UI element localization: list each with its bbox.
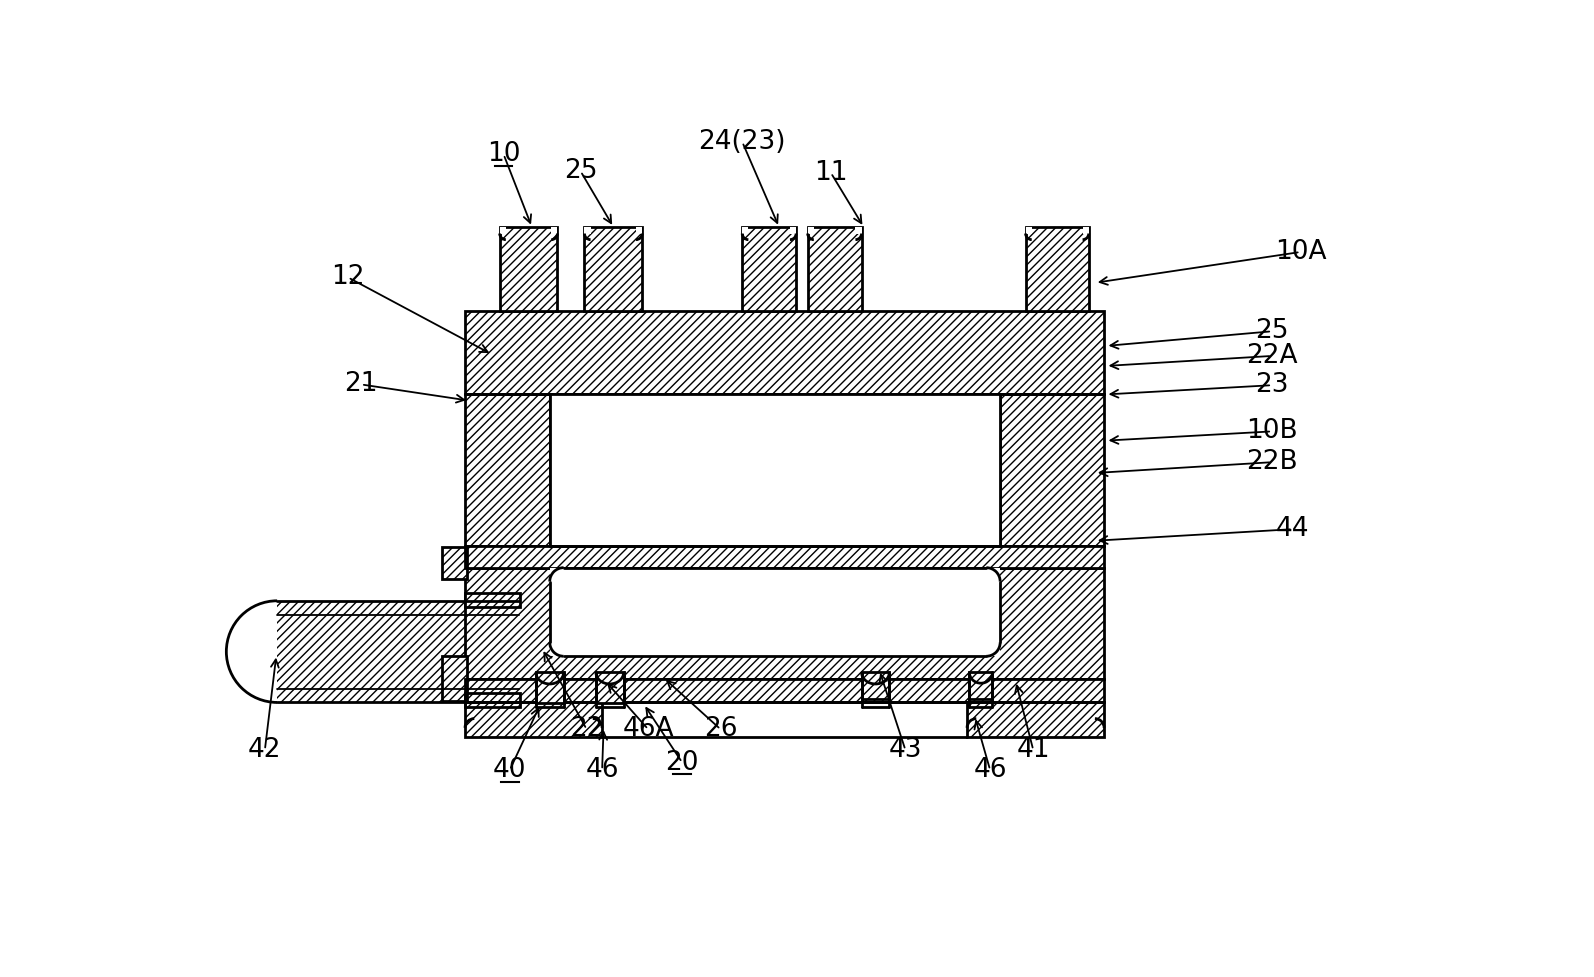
Bar [465,679,1105,702]
Bar [969,672,993,700]
Bar [465,702,603,737]
Text: 20: 20 [665,749,698,776]
Bar [603,702,968,737]
Bar [465,546,1105,568]
Text: 23: 23 [1254,372,1288,399]
Bar [808,228,815,234]
Text: 25: 25 [564,158,598,184]
Bar [999,394,1105,546]
Bar [999,394,1105,546]
Text: 24(23): 24(23) [698,129,786,155]
Bar [808,228,862,311]
Bar [791,228,795,234]
Bar [465,311,1105,394]
Text: 10B: 10B [1247,418,1298,445]
Text: 10A: 10A [1275,239,1326,265]
Bar [465,694,521,707]
Bar [550,568,999,657]
Bar [536,672,564,703]
Text: 10: 10 [486,142,520,167]
Bar [465,694,521,707]
Bar [585,228,642,311]
Bar [1025,228,1089,311]
Bar [442,547,467,579]
Bar [465,593,521,607]
Bar [1025,228,1089,311]
Bar [465,568,1105,679]
Bar [499,228,505,234]
Text: 46: 46 [585,757,618,784]
Text: 22A: 22A [1247,343,1298,369]
Bar [862,672,889,700]
Text: 25: 25 [1254,319,1288,344]
Text: 26: 26 [705,716,738,743]
Text: 46: 46 [974,757,1007,784]
Bar [552,228,558,234]
Bar [596,672,623,703]
Bar [465,394,550,546]
Bar [743,228,795,311]
Text: 22B: 22B [1247,449,1298,475]
Bar [442,547,467,579]
Text: 42: 42 [249,738,282,763]
Text: 40: 40 [493,757,526,784]
Bar [969,672,993,700]
Bar [536,672,564,703]
Bar [465,702,603,737]
Bar [499,228,558,311]
Bar [442,657,467,701]
Text: 46A: 46A [623,716,674,743]
Text: 44: 44 [1277,516,1310,542]
Bar [808,228,862,311]
Bar [743,228,795,311]
Text: 43: 43 [889,738,923,763]
Text: 22: 22 [571,716,604,743]
Bar [499,228,558,311]
Text: 41: 41 [1017,738,1050,763]
Bar [743,228,749,234]
Bar [856,228,862,234]
Bar [465,568,1105,679]
Bar [968,702,1105,737]
Bar [277,601,520,702]
Bar [550,394,999,546]
Text: 11: 11 [815,159,848,186]
Bar [1025,228,1031,234]
Bar [968,702,1105,737]
Bar [465,546,1105,568]
Bar [636,228,642,234]
Bar [465,593,521,607]
Bar [585,228,642,311]
Text: 12: 12 [332,265,365,290]
Bar [596,672,623,703]
Bar [442,657,467,701]
Bar [465,311,1105,394]
Bar [862,672,889,700]
Bar [1082,228,1089,234]
Text: 21: 21 [344,371,378,398]
Bar [465,394,550,546]
Bar [465,679,1105,702]
Bar [585,228,590,234]
